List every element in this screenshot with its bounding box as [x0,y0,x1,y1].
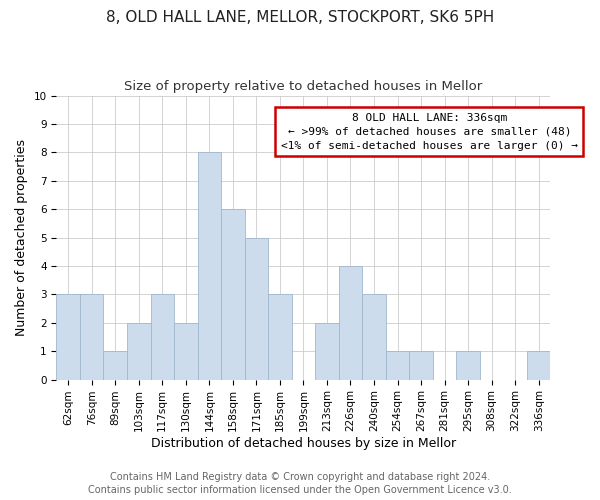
Bar [80,294,103,380]
Bar [386,351,409,380]
Bar [457,351,480,380]
Bar [56,294,80,380]
Bar [197,152,221,380]
Bar [339,266,362,380]
Bar [127,323,151,380]
Bar [245,238,268,380]
Bar [527,351,550,380]
Bar [151,294,174,380]
Text: Contains HM Land Registry data © Crown copyright and database right 2024.
Contai: Contains HM Land Registry data © Crown c… [88,472,512,495]
Title: Size of property relative to detached houses in Mellor: Size of property relative to detached ho… [124,80,482,93]
Bar [409,351,433,380]
Bar [103,351,127,380]
X-axis label: Distribution of detached houses by size in Mellor: Distribution of detached houses by size … [151,437,456,450]
Text: 8 OLD HALL LANE: 336sqm
← >99% of detached houses are smaller (48)
<1% of semi-d: 8 OLD HALL LANE: 336sqm ← >99% of detach… [281,112,578,150]
Bar [362,294,386,380]
Bar [174,323,197,380]
Bar [315,323,339,380]
Text: 8, OLD HALL LANE, MELLOR, STOCKPORT, SK6 5PH: 8, OLD HALL LANE, MELLOR, STOCKPORT, SK6… [106,10,494,25]
Bar [221,209,245,380]
Bar [268,294,292,380]
Y-axis label: Number of detached properties: Number of detached properties [15,139,28,336]
